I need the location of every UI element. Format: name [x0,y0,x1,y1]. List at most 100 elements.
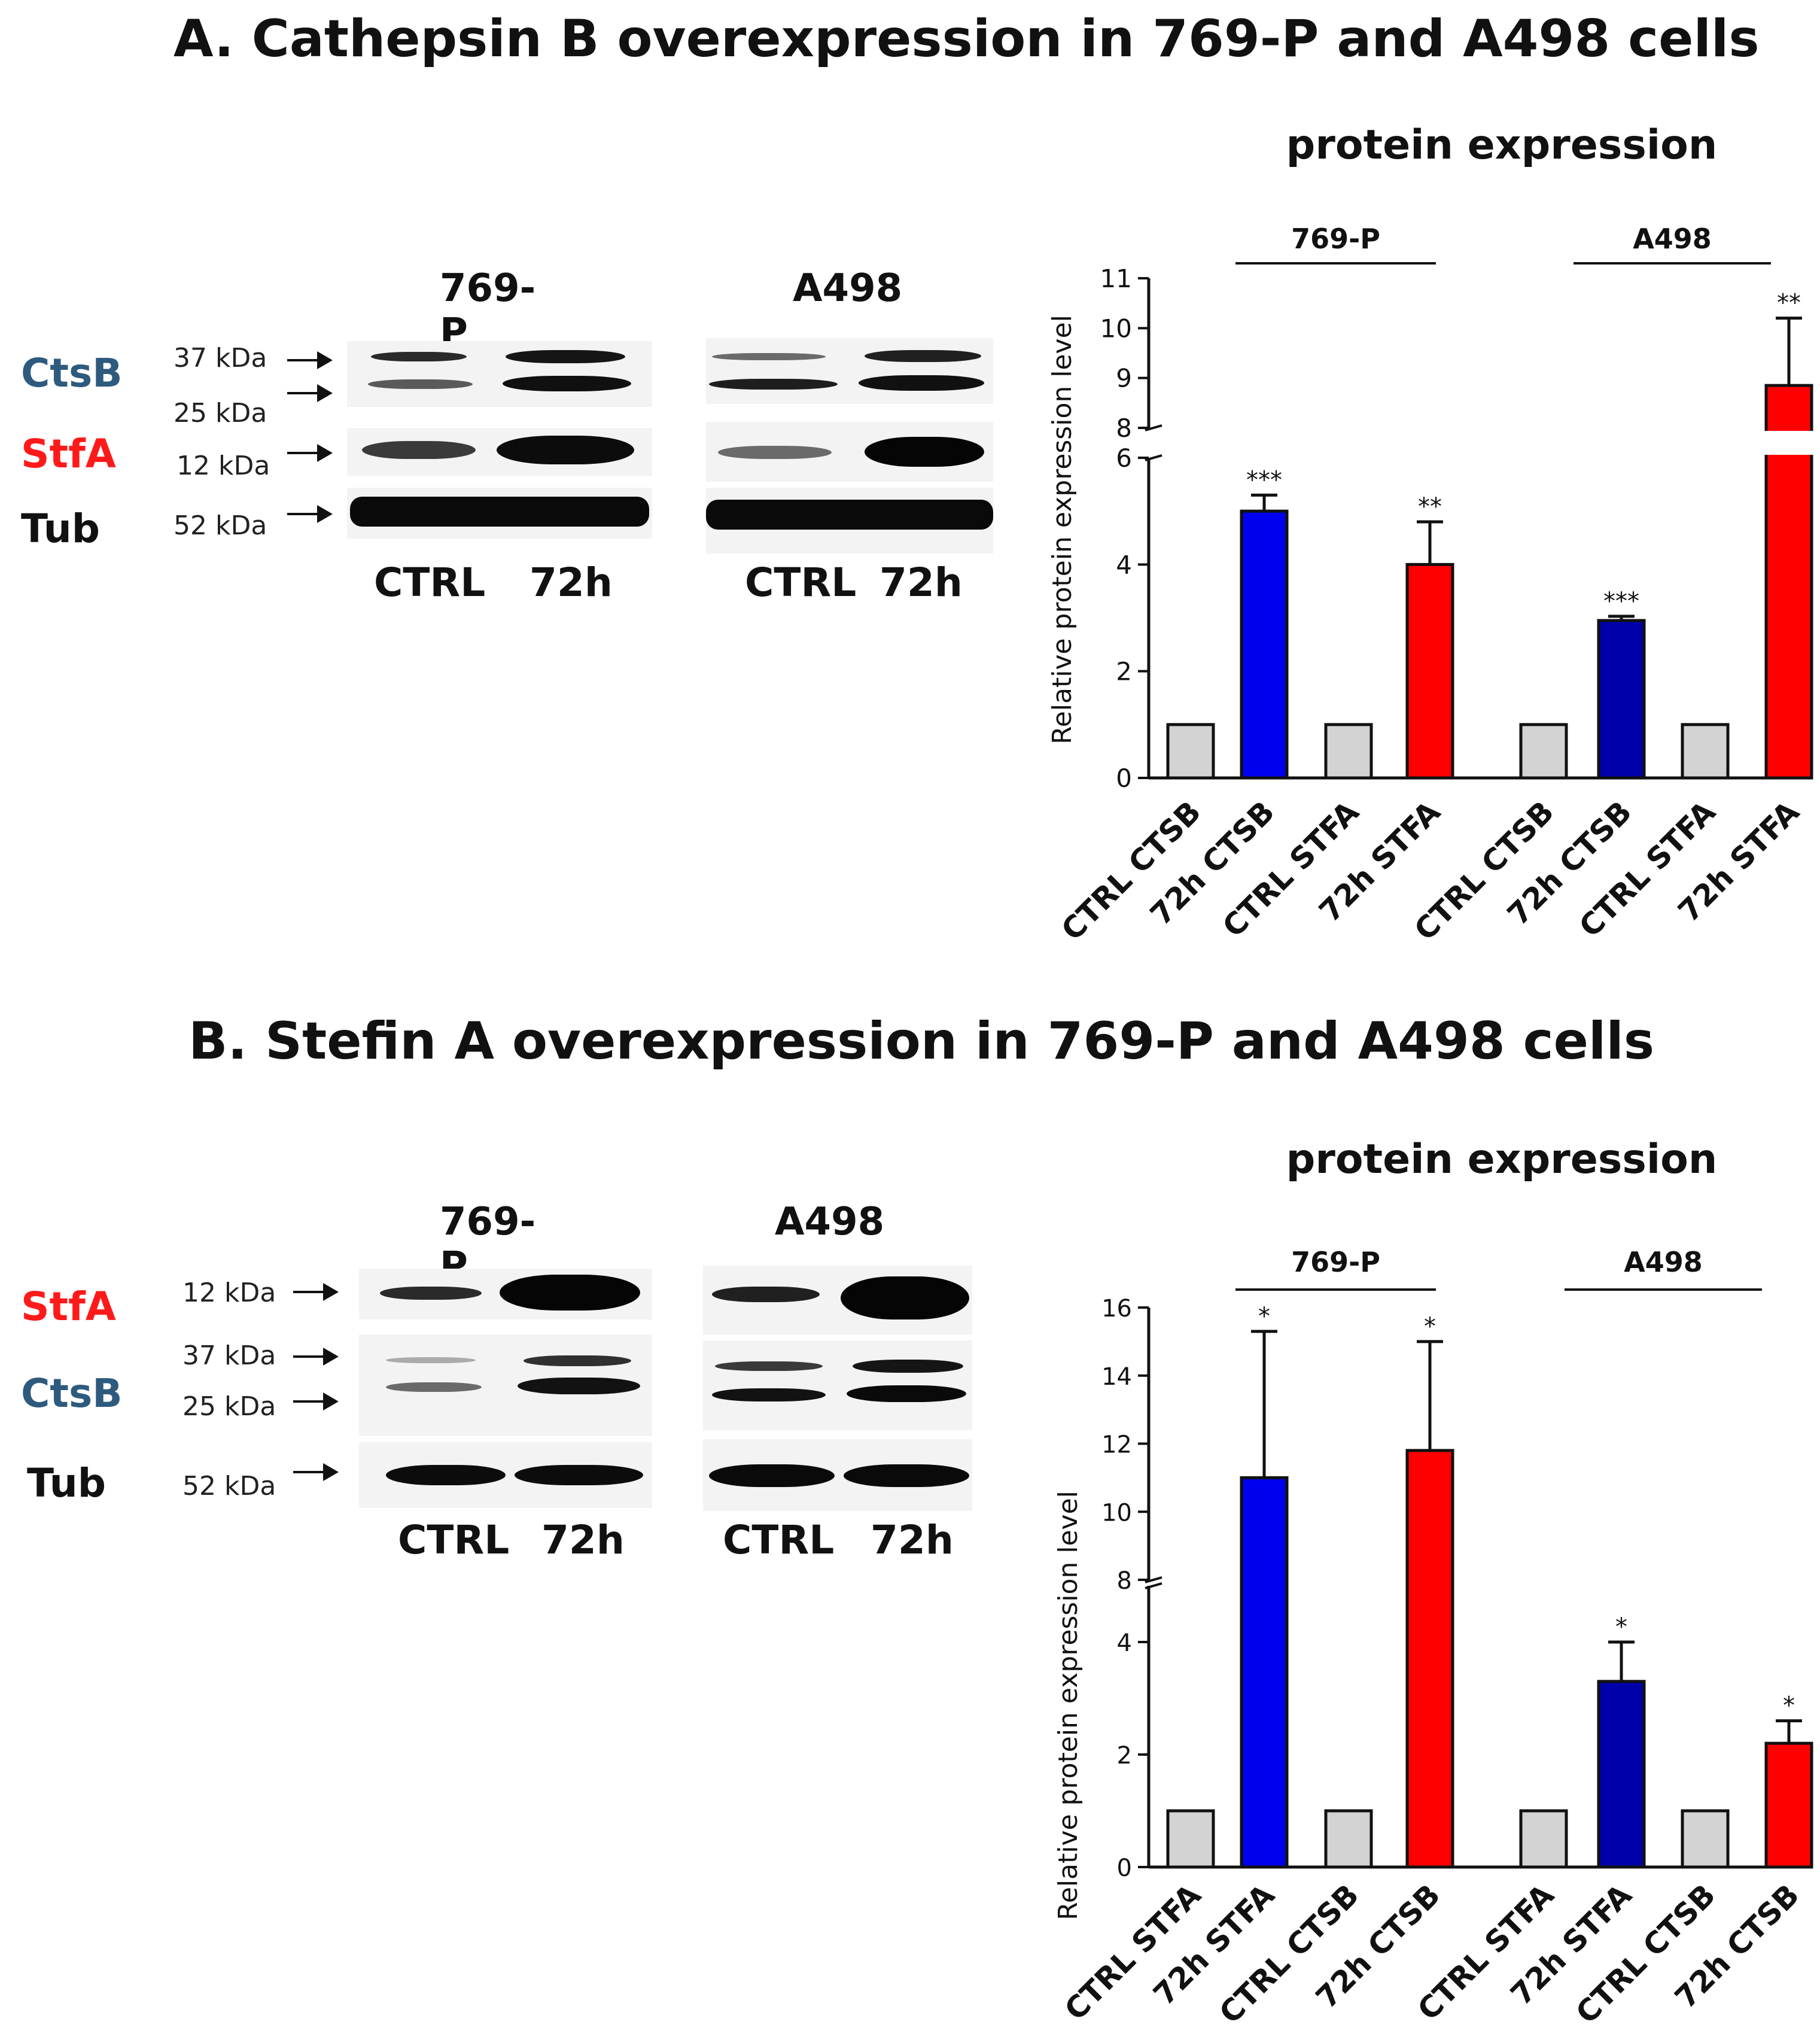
arrow-icon [287,444,333,462]
blot-b-lane-ctrl-769p: CTRL [398,1517,510,1563]
axis-break-mark [1145,424,1162,431]
blot-b-lane-ctrl-a498: CTRL [723,1517,835,1563]
arrow-icon [287,384,333,402]
y-tick-label: 6 [1116,443,1132,473]
y-tick-label: 4 [1117,1629,1132,1657]
blot-b-marker-52: 52 kDa [182,1471,276,1501]
blot-a-marker-12: 12 kDa [176,451,270,481]
blot-a-a498-ctsb-strip [706,338,993,404]
y-tick-label: 10 [1101,1499,1132,1527]
y-axis-label: Relative protein expression level [1053,1491,1084,1920]
bar [1519,723,1568,780]
blot-a-marker-52: 52 kDa [174,510,267,541]
blot-a-marker-25: 25 kDa [174,398,267,428]
arrow-icon [293,1463,339,1481]
bar [1240,1476,1289,1869]
arrow-icon [287,351,333,369]
bar [1597,619,1646,780]
blot-a-lane-72h-769p: 72h [529,560,613,606]
blot-b-a498-tub-strip [703,1439,972,1511]
blot-a-lane-ctrl-769p: CTRL [374,560,486,606]
bar [1519,1809,1568,1869]
significance-label: * [1424,1313,1436,1340]
y-tick-label: 4 [1116,550,1132,579]
blot-b-marker-37: 37 kDa [182,1340,276,1371]
y-axis-label: Relative protein expression level [1047,315,1078,744]
y-tick-label: 10 [1100,314,1132,343]
significance-label: *** [1603,588,1639,615]
axis-break-mark [1145,1576,1162,1583]
arrow-icon [293,1348,339,1366]
blot-a-769p-tub-strip [347,488,652,539]
group-label: 769-P [1291,223,1380,255]
axis-break-mark [1145,454,1162,461]
blot-a-a498-stfa-strip [706,422,993,482]
bar [1764,1741,1813,1869]
y-tick-label: 12 [1101,1431,1132,1459]
y-tick-label: 8 [1117,1567,1132,1595]
bar [1166,723,1215,780]
panel-a-title: A. Cathepsin B overexpression in 769-P a… [174,9,1760,69]
y-tick-label: 2 [1116,657,1132,686]
arrow-icon [293,1283,339,1301]
y-tick-label: 8 [1116,414,1132,443]
blot-b-label-tub: Tub [27,1460,106,1506]
significance-label: * [1615,1613,1627,1641]
axis-break-mark [1145,1582,1162,1589]
y-tick-label: 2 [1117,1742,1132,1770]
blot-a-marker-37: 37 kDa [174,343,267,373]
bar [1405,563,1454,780]
bar [1405,1449,1454,1869]
panel-b-title: B. Stefin A overexpression in 769-P and … [188,1011,1655,1071]
blot-b-lane-72h-a498: 72h [871,1517,954,1563]
y-tick-label: 0 [1116,764,1132,793]
blot-a-a498-tub-strip [706,488,993,554]
blot-b-marker-25: 25 kDa [182,1391,276,1422]
blot-b-marker-12: 12 kDa [182,1278,276,1308]
blot-a-label-tub: Tub [21,506,100,552]
y-tick-label: 11 [1100,264,1132,293]
chart-b: protein expression 769-P A498 0 2 4 8 10 12 14 16 R… [1053,1136,1813,2030]
significance-label: * [1258,1303,1270,1330]
group-label: A498 [1633,223,1712,255]
blot-a-cell-line-a498: A498 [793,266,903,311]
chart-a: protein expression 769-P A498 0 2 4 68 9 10 11 Rel… [1047,121,1813,947]
y-tick-label: 9 [1116,364,1132,393]
blot-b-a498-ctsb-strip [703,1340,972,1430]
y-tick-label: 14 [1101,1363,1132,1391]
blot-b-label-stfa: StfA [21,1284,116,1330]
y-tick-label: 16 [1101,1295,1132,1322]
bar [1597,1680,1646,1869]
blot-b-a498-stfa-strip [703,1266,972,1334]
significance-label: ** [1418,493,1442,521]
blot-b-769p-stfa-strip [359,1269,652,1320]
bar-break-gap [1764,431,1813,455]
bar [1240,509,1289,780]
chart-title: protein expression [1286,121,1718,169]
blot-b-769p-ctsb-strip [359,1334,652,1436]
blot-b-lane-72h-769p: 72h [541,1517,625,1563]
blot-a-label-stfa: StfA [21,431,116,477]
blot-b-label-ctsb: CtsB [21,1370,123,1416]
blot-a-lane-ctrl-a498: CTRL [745,560,857,606]
group-label: A498 [1624,1246,1703,1278]
blot-b-cell-line-a498: A498 [775,1200,885,1244]
significance-label: * [1783,1692,1795,1720]
bar [1681,1809,1730,1869]
group-label: 769-P [1291,1246,1380,1278]
blot-a-769p-ctsb-strip [347,341,652,407]
blot-b-769p-tub-strip [359,1442,652,1508]
bar [1324,723,1373,780]
chart-title: protein expression [1286,1136,1718,1183]
y-tick-label: 0 [1117,1854,1132,1882]
significance-label: *** [1246,466,1282,494]
bar [1166,1809,1215,1869]
arrow-icon [287,505,333,523]
bar [1324,1809,1373,1869]
blot-a-cell-line-769p: 769-P [440,266,536,355]
blot-a-lane-72h-a498: 72h [879,560,963,606]
blot-a-label-ctsb: CtsB [21,350,123,396]
arrow-icon [293,1393,339,1410]
blot-a-769p-stfa-strip [347,428,652,476]
significance-label: ** [1777,290,1801,317]
